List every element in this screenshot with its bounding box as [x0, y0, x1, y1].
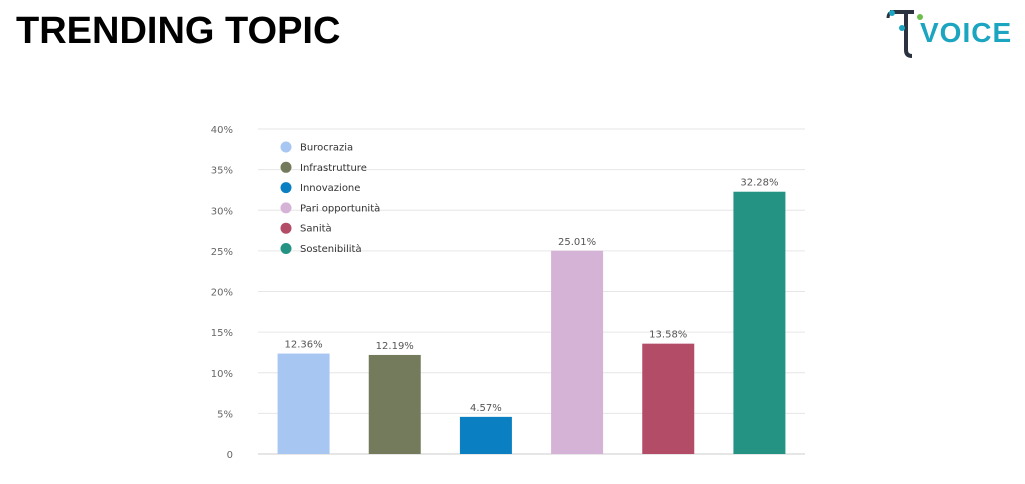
- legend-swatch: [280, 202, 292, 214]
- data-label: 13.58%: [649, 330, 687, 341]
- legend-swatch: [280, 141, 292, 153]
- legend-swatch: [280, 161, 292, 173]
- y-tick-label: 25%: [211, 247, 233, 258]
- legend-swatch: [280, 222, 292, 234]
- y-tick-label: 5%: [217, 409, 233, 420]
- data-label: 25.01%: [558, 237, 596, 248]
- y-tick-label: 20%: [211, 288, 233, 299]
- y-tick-label: 40%: [211, 125, 233, 136]
- legend-item-label: Sanità: [300, 223, 332, 235]
- bar: [368, 354, 421, 454]
- y-tick-label: 10%: [211, 369, 233, 380]
- legend-swatch: [280, 243, 292, 254]
- legend-item-label: Innovazione: [300, 183, 360, 194]
- data-label: 4.57%: [470, 403, 502, 414]
- legend-item-label: Sostenibilità: [300, 243, 362, 255]
- trending-topic-bar-chart: 0 5% 10% 15% 20% 25% 30% 35% 40% 12.36% 12.19% 4.57…: [211, 125, 805, 461]
- logo-text: VOICE: [920, 17, 1013, 48]
- bar: [733, 191, 786, 454]
- legend-item-label: Infrastrutture: [300, 163, 367, 174]
- y-tick-label: 15%: [211, 328, 233, 339]
- bar: [277, 353, 330, 454]
- data-label: 12.36%: [285, 340, 323, 351]
- legend-item-label: Burocrazia: [300, 143, 353, 154]
- data-label: 32.28%: [740, 178, 778, 189]
- bar: [551, 250, 604, 454]
- data-label: 12.19%: [376, 341, 414, 352]
- legend-item-label: Pari opportunità: [300, 202, 380, 214]
- legend-swatch: [280, 182, 292, 194]
- y-tick-label: 35%: [211, 166, 233, 177]
- bar: [459, 416, 512, 454]
- y-tick-label: 0: [227, 450, 233, 461]
- y-tick-label: 30%: [211, 206, 233, 217]
- page-title: TRENDING TOPIC: [16, 10, 341, 52]
- bar: [642, 343, 695, 454]
- voice-logo-icon: [886, 10, 923, 58]
